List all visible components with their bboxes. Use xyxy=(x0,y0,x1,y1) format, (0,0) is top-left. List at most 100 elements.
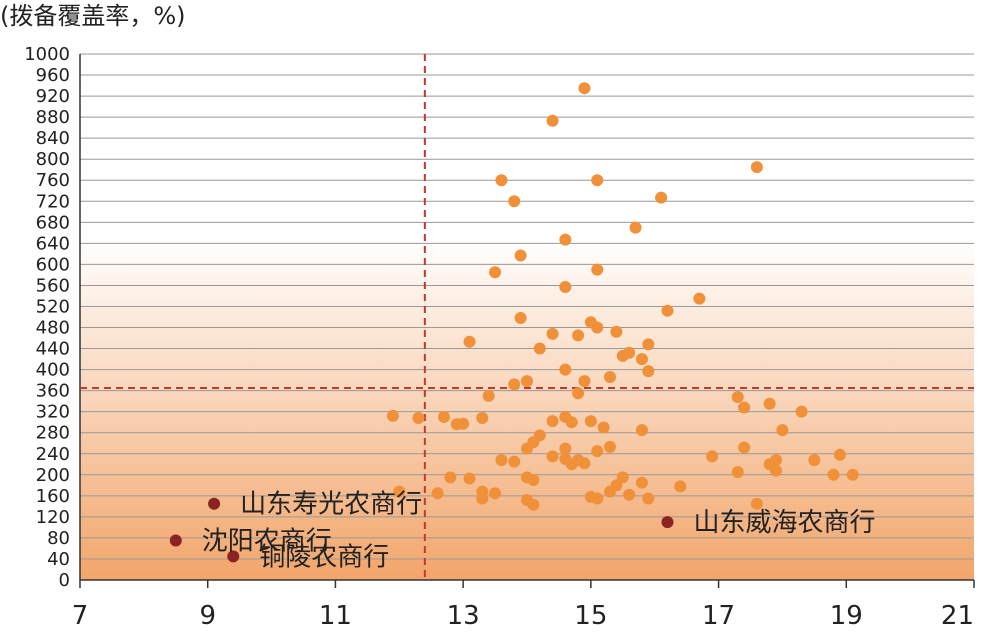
x-axis-ticks: 7 9 11 13 15 17 19 21 xyxy=(72,580,975,631)
data-point xyxy=(642,338,655,351)
y-tick-label: 120 xyxy=(36,507,70,528)
data-point xyxy=(604,440,617,453)
data-point xyxy=(431,487,444,500)
data-point xyxy=(489,487,502,500)
data-point xyxy=(616,349,629,362)
data-point xyxy=(591,445,604,458)
data-point xyxy=(655,191,668,204)
grid-lines xyxy=(79,53,974,581)
data-point xyxy=(559,281,572,294)
data-point xyxy=(546,415,559,428)
data-point xyxy=(706,450,719,463)
y-tick-label: 720 xyxy=(36,191,70,212)
x-tick-label: 19 xyxy=(830,601,863,631)
data-point xyxy=(572,329,585,342)
data-point xyxy=(386,409,399,422)
y-tick-label: 400 xyxy=(36,360,70,381)
data-point xyxy=(546,327,559,340)
data-point xyxy=(693,292,706,305)
data-point xyxy=(546,114,559,127)
data-point xyxy=(635,424,648,437)
highlight-point xyxy=(661,516,674,529)
data-point xyxy=(833,448,846,461)
data-point xyxy=(565,416,578,429)
data-point xyxy=(642,492,655,505)
data-point xyxy=(674,480,687,493)
y-tick-label: 1000 xyxy=(24,44,70,65)
data-point xyxy=(508,195,521,208)
data-point xyxy=(437,410,450,423)
x-tick-label: 11 xyxy=(319,601,352,631)
plot-background xyxy=(80,54,974,580)
data-point xyxy=(763,397,776,410)
data-point xyxy=(750,161,763,174)
y-tick-label: 680 xyxy=(36,212,70,233)
data-point xyxy=(604,370,617,383)
data-point xyxy=(846,468,859,481)
highlight-point xyxy=(169,534,182,547)
data-point xyxy=(738,401,751,414)
reference-lines xyxy=(80,54,974,580)
y-tick-label: 600 xyxy=(36,254,70,275)
data-point xyxy=(559,363,572,376)
data-point xyxy=(463,472,476,485)
y-tick-label: 160 xyxy=(36,486,70,507)
data-point xyxy=(610,479,623,492)
data-point xyxy=(610,325,623,338)
data-point xyxy=(808,454,821,467)
y-tick-label: 280 xyxy=(36,423,70,444)
y-tick-label: 0 xyxy=(59,570,70,591)
data-point xyxy=(495,454,508,467)
data-point xyxy=(489,266,502,279)
y-tick-label: 80 xyxy=(47,528,70,549)
y-tick-label: 840 xyxy=(36,128,70,149)
y-axis-ticks: 0408012016020024028032036040044048052056… xyxy=(24,44,70,591)
x-tick-label: 17 xyxy=(702,601,735,631)
data-point xyxy=(476,492,489,505)
data-point xyxy=(393,485,406,498)
data-point xyxy=(795,405,808,418)
y-tick-label: 960 xyxy=(36,65,70,86)
data-point xyxy=(635,476,648,489)
y-tick-label: 200 xyxy=(36,465,70,486)
data-point xyxy=(591,174,604,187)
data-point xyxy=(463,335,476,348)
highlight-point xyxy=(227,550,240,563)
data-point xyxy=(623,488,636,501)
y-tick-label: 800 xyxy=(36,149,70,170)
data-point xyxy=(508,378,521,391)
annotation-label: 山东威海农商行 xyxy=(693,508,875,538)
x-tick-label: 13 xyxy=(447,601,480,631)
y-tick-label: 760 xyxy=(36,170,70,191)
data-point xyxy=(731,390,744,403)
y-tick-label: 560 xyxy=(36,275,70,296)
data-point xyxy=(629,221,642,234)
data-point xyxy=(559,442,572,455)
data-point xyxy=(457,417,470,430)
x-tick-label: 9 xyxy=(199,601,216,631)
data-point xyxy=(827,468,840,481)
data-point xyxy=(527,498,540,511)
y-tick-label: 40 xyxy=(47,549,70,570)
data-point xyxy=(521,442,533,455)
data-point xyxy=(642,365,655,378)
data-point xyxy=(508,455,521,468)
y-tick-label: 240 xyxy=(36,444,70,465)
x-tick-label: 15 xyxy=(574,601,607,631)
data-point xyxy=(635,353,648,366)
data-point xyxy=(559,233,572,246)
x-tick-label: 7 xyxy=(72,601,89,631)
data-point xyxy=(597,421,610,434)
data-point xyxy=(776,424,789,437)
y-tick-label: 440 xyxy=(36,339,70,360)
annotation-label: 沈阳农商行 xyxy=(202,527,332,557)
y-tick-label: 520 xyxy=(36,296,70,317)
data-point xyxy=(527,474,540,487)
annotation-label: 山东寿光农商行 xyxy=(240,490,422,520)
data-point xyxy=(591,492,604,505)
data-point xyxy=(661,304,674,317)
y-tick-label: 320 xyxy=(36,402,70,423)
data-point xyxy=(578,375,591,388)
